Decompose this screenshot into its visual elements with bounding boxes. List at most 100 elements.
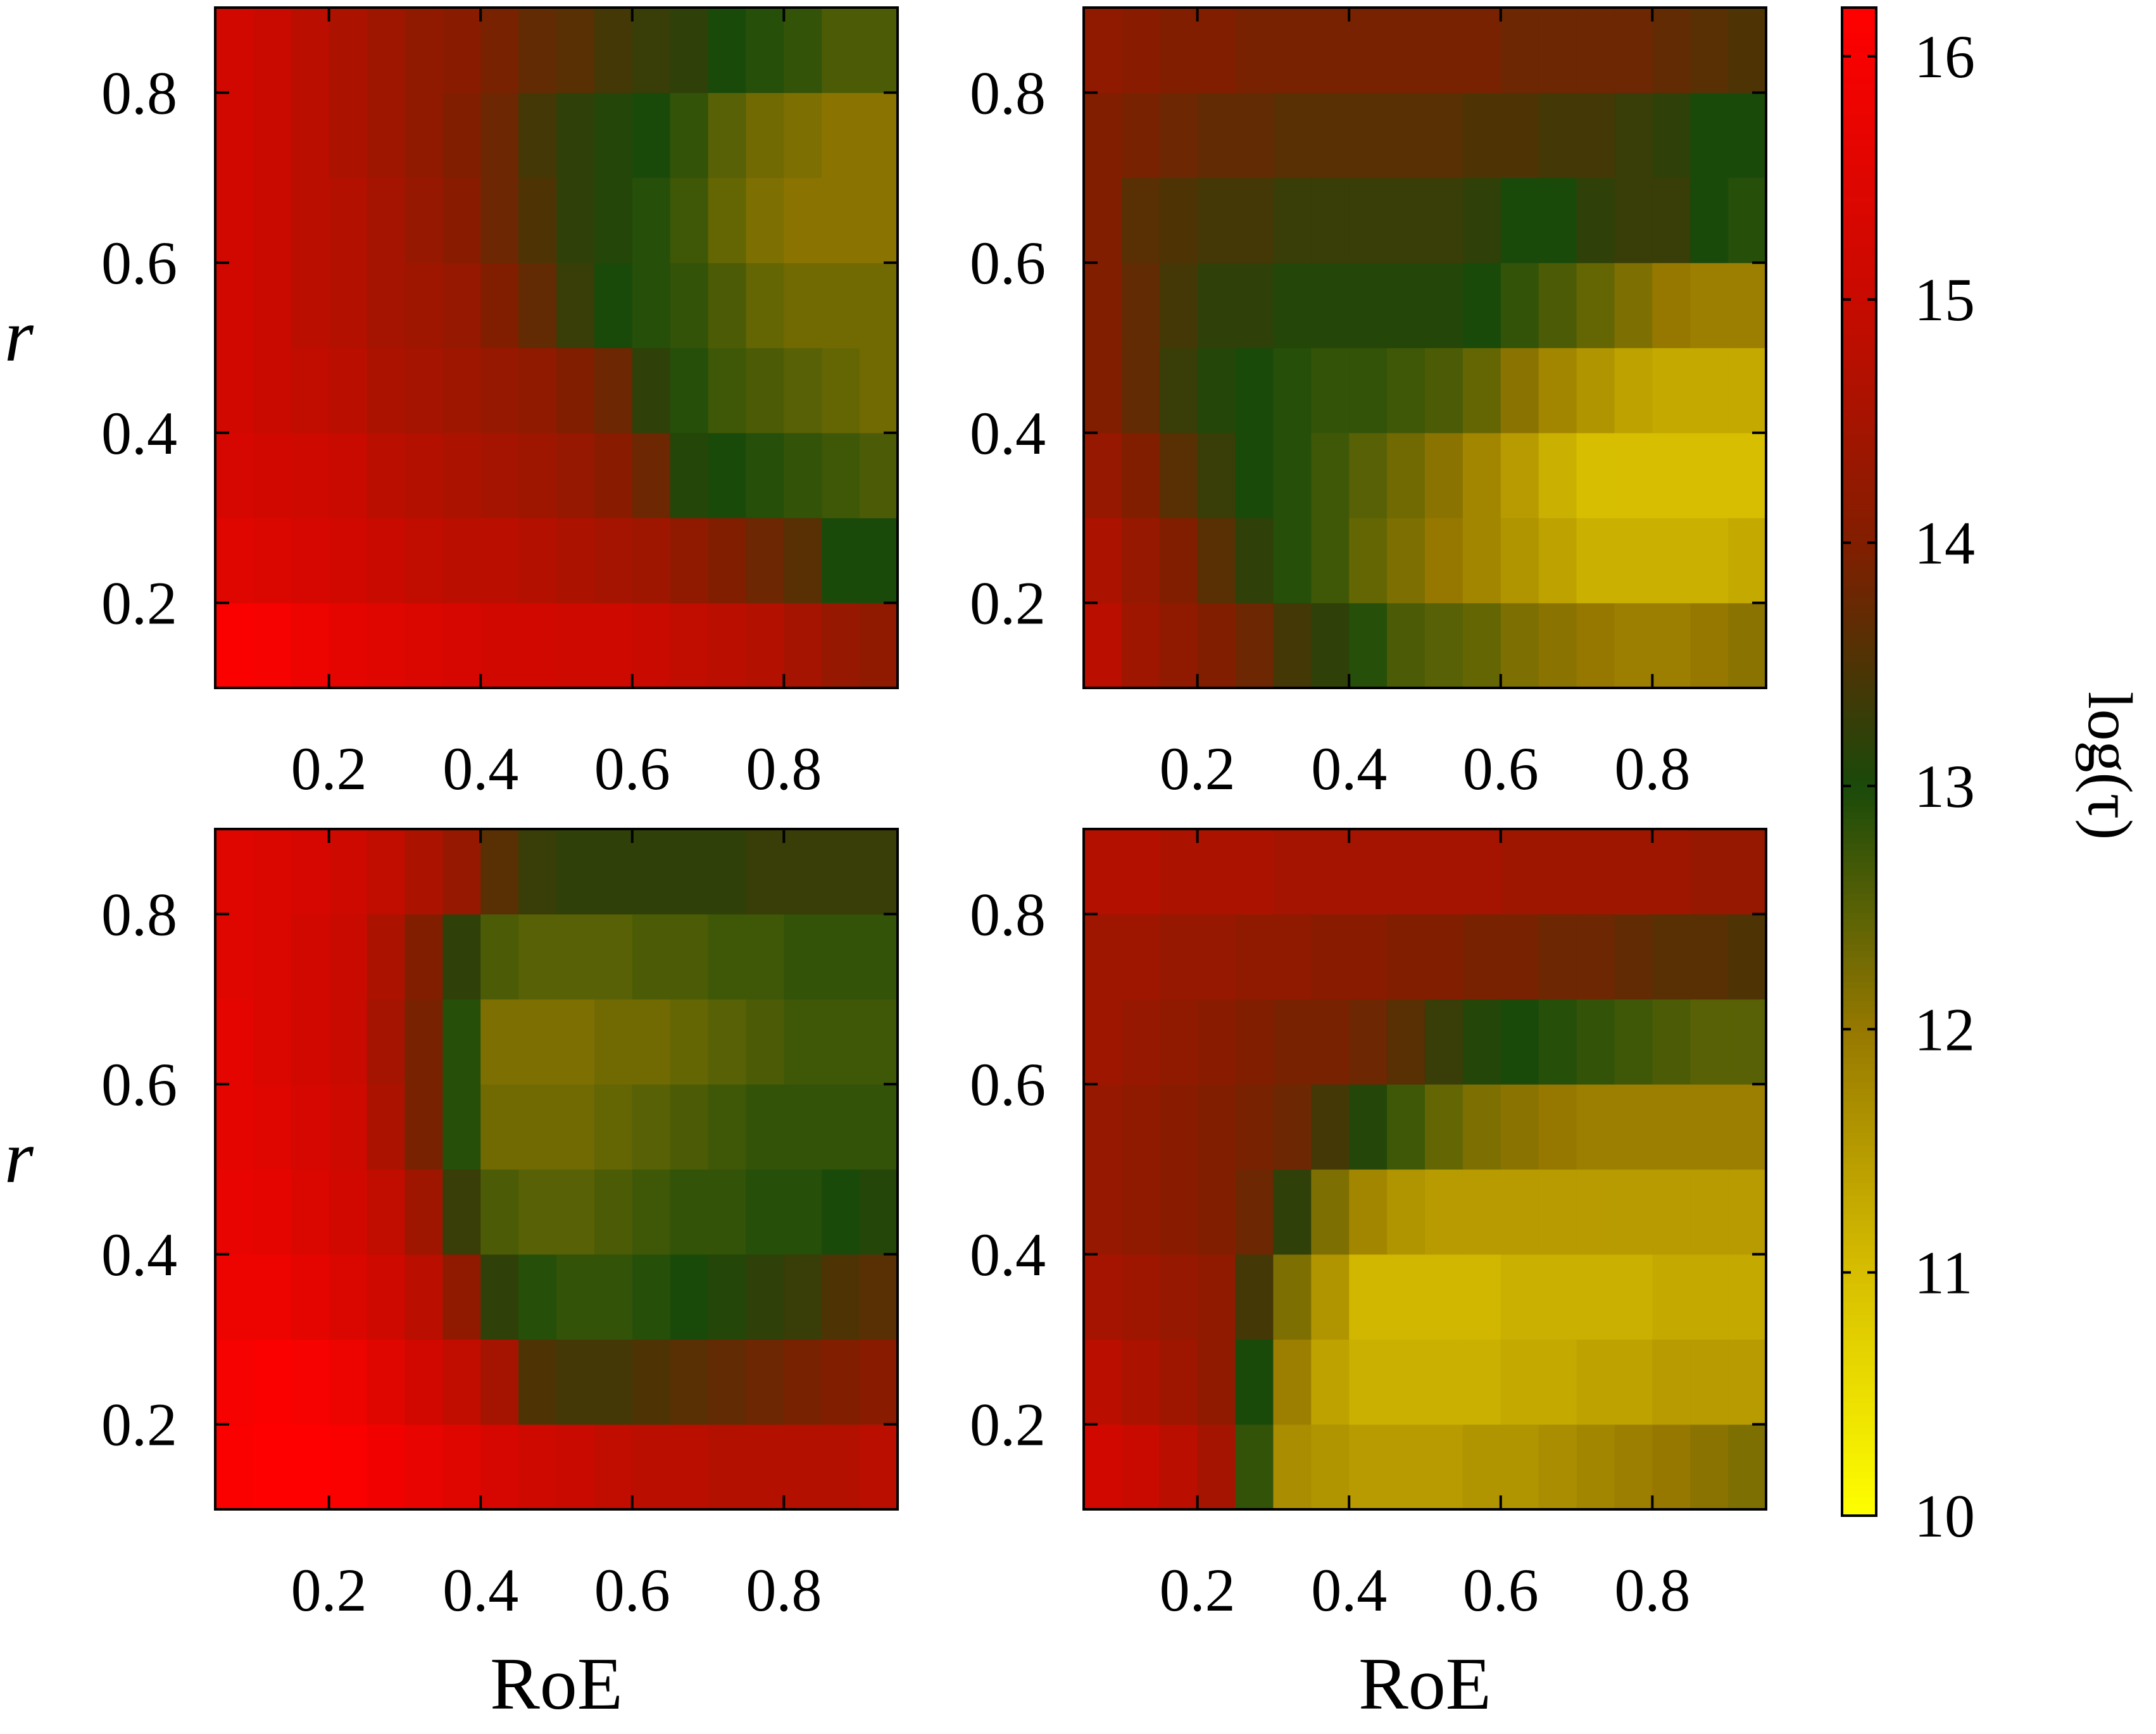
heatmap-cell — [746, 1339, 784, 1425]
colorbar-segment — [1842, 277, 1876, 285]
heatmap-cell — [291, 263, 330, 349]
heatmap-cell — [1349, 999, 1388, 1085]
heatmap-cell — [632, 1254, 671, 1340]
colorbar-segment — [1842, 284, 1876, 291]
y-tick-label: 0.4 — [101, 1221, 177, 1288]
heatmap-cell — [594, 263, 633, 349]
heatmap-cell — [518, 1169, 557, 1255]
heatmap-cell — [1159, 432, 1198, 518]
heatmap-cell — [632, 92, 671, 178]
heatmap-cell — [1121, 432, 1160, 518]
colorbar-segment — [1842, 642, 1876, 649]
heatmap-cell — [1197, 177, 1236, 263]
colorbar-segment — [1842, 416, 1876, 423]
heatmap-cell — [822, 999, 860, 1085]
heatmap-cell — [1728, 1254, 1767, 1340]
colorbar-segment — [1842, 202, 1876, 209]
x-tick-label: 0.4 — [1311, 735, 1387, 802]
colorbar-segment — [1842, 1207, 1876, 1215]
heatmap-cell — [1197, 518, 1236, 604]
colorbar-segment — [1842, 309, 1876, 316]
colorbar-segment — [1842, 799, 1876, 806]
heatmap-cell — [480, 518, 519, 604]
heatmap-cell — [784, 914, 822, 1000]
heatmap-cell — [670, 177, 709, 263]
heatmap-cell — [1084, 92, 1122, 178]
heatmap-cell — [1614, 1424, 1653, 1510]
colorbar-segment — [1842, 793, 1876, 800]
heatmap-cell — [1425, 1254, 1463, 1340]
heatmap-cell — [1462, 432, 1501, 518]
heatmap-cell — [215, 518, 254, 604]
heatmap-cell — [1462, 1084, 1501, 1170]
colorbar-segment — [1842, 296, 1876, 304]
y-tick-label: 0.2 — [970, 1391, 1046, 1459]
heatmap-cell — [1576, 1424, 1615, 1510]
heatmap-cell — [1273, 347, 1312, 434]
colorbar-segment — [1842, 918, 1876, 926]
heatmap-cell — [1387, 829, 1426, 914]
heatmap-cell — [442, 177, 481, 263]
heatmap-cell — [1425, 263, 1463, 349]
heatmap-cell — [215, 432, 254, 518]
x-tick-label: 0.6 — [594, 735, 670, 802]
colorbar-segment — [1842, 875, 1876, 882]
y-tick-label: 0.6 — [970, 229, 1046, 297]
heatmap-cell — [1273, 829, 1312, 914]
heatmap-cell — [1159, 177, 1198, 263]
heatmap-cell — [708, 518, 747, 604]
heatmap-cell — [1311, 518, 1350, 604]
colorbar-segment — [1842, 334, 1876, 342]
heatmap-cell — [594, 8, 633, 93]
heatmap-cell — [253, 1339, 292, 1425]
colorbar-segment — [1842, 1465, 1876, 1473]
colorbar-segment — [1842, 994, 1876, 1001]
colorbar-segment — [1842, 987, 1876, 995]
colorbar-segment — [1842, 1314, 1876, 1321]
heatmap-cell — [1235, 999, 1274, 1085]
heatmap-cell — [1273, 8, 1312, 93]
heatmap-cell — [708, 1339, 747, 1425]
heatmap-cell — [594, 432, 633, 518]
heatmap-cell — [329, 92, 368, 178]
colorbar-segment — [1842, 1188, 1876, 1196]
colorbar-segment — [1842, 133, 1876, 140]
heatmap-cell — [594, 1169, 633, 1255]
heatmap-cell — [404, 1254, 443, 1340]
heatmap-cell — [291, 432, 330, 518]
heatmap-cell — [1349, 1084, 1388, 1170]
heatmap-cell — [670, 602, 709, 689]
heatmap-cell — [1387, 177, 1426, 263]
colorbar-segment — [1842, 1283, 1876, 1290]
heatmap-cell — [291, 1254, 330, 1340]
heatmap-cell — [1462, 1169, 1501, 1255]
colorbar-segment — [1842, 1327, 1876, 1334]
heatmap-cell — [594, 1254, 633, 1340]
heatmap-cell — [746, 999, 784, 1085]
heatmap-cell — [1425, 432, 1463, 518]
heatmap-cell — [632, 1339, 671, 1425]
heatmap-cell — [442, 432, 481, 518]
heatmap-cell — [708, 1254, 747, 1340]
colorbar-segment — [1842, 516, 1876, 523]
heatmap-cell — [1576, 347, 1615, 434]
colorbar-segment — [1842, 1402, 1876, 1410]
heatmap-cell — [1652, 999, 1691, 1085]
colorbar-segment — [1842, 184, 1876, 190]
y-tick-label: 0.8 — [101, 59, 177, 127]
heatmap-cell — [1462, 347, 1501, 434]
heatmap-cell — [1121, 914, 1160, 1000]
heatmap-cell — [1273, 1339, 1312, 1425]
heatmap-cell — [746, 8, 784, 93]
heatmap-cell — [1538, 92, 1577, 178]
heatmap-cell — [670, 999, 709, 1085]
colorbar-segment — [1842, 673, 1876, 681]
colorbar-segment — [1842, 114, 1876, 122]
heatmap-cell — [518, 602, 557, 689]
colorbar-segment — [1842, 1415, 1876, 1422]
heatmap-cell — [822, 263, 860, 349]
colorbar-segment — [1842, 579, 1876, 587]
x-tick-label: 0.6 — [1463, 735, 1539, 802]
heatmap-cell — [1652, 347, 1691, 434]
colorbar-segment — [1842, 8, 1876, 15]
